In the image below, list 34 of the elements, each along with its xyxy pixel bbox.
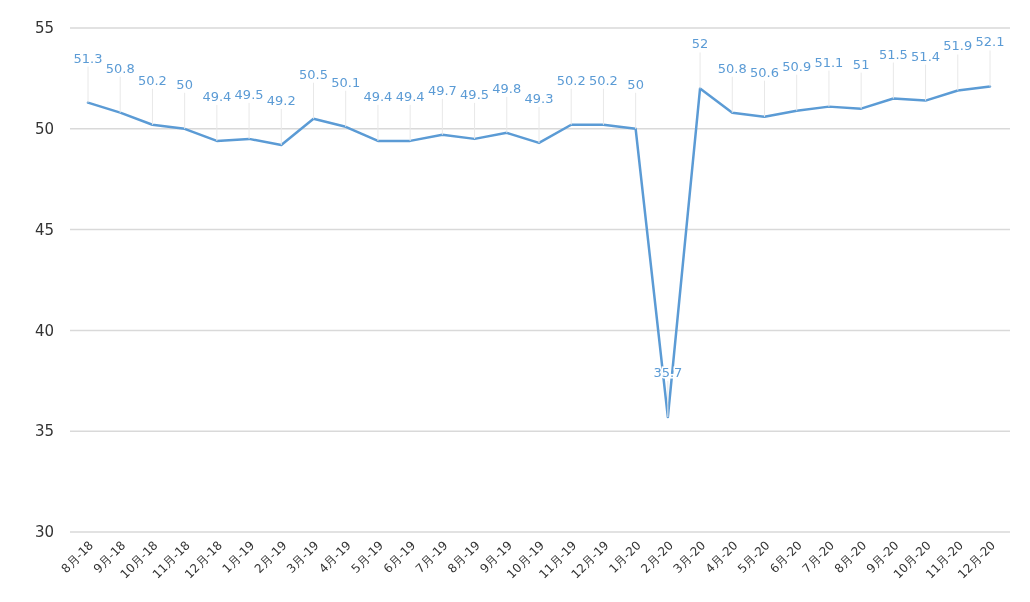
y-tick-label: 50 [34,120,54,139]
y-tick-label: 40 [34,321,54,340]
data-label: 50.5 [299,66,328,82]
data-label: 50.2 [137,72,167,88]
data-label: 49.4 [202,88,232,104]
data-label: 50 [627,76,644,92]
data-label: 51.1 [814,54,844,70]
data-label: 52.1 [975,34,1005,50]
data-label: 51.5 [878,46,908,62]
data-label: 51.4 [911,48,941,64]
y-tick-label: 45 [34,220,54,239]
data-label: 50.8 [105,60,135,76]
data-label: 52 [691,36,709,52]
data-label: 50.1 [331,74,361,90]
data-label: 49.7 [427,82,457,98]
data-label: 49.8 [492,80,522,96]
data-label: 50.2 [556,72,586,88]
data-label: 50.2 [588,72,618,88]
y-tick-label: 35 [34,422,54,441]
data-label: 50.6 [750,64,779,80]
data-label: 50.8 [717,60,747,76]
data-label: 49.2 [266,92,296,108]
data-label: 51 [852,56,870,72]
data-label: 50 [176,76,193,92]
data-label: 51.3 [73,50,103,66]
y-tick-label: 55 [34,19,54,38]
data-label: 49.5 [460,86,490,102]
data-label: 49.4 [363,88,393,104]
data-label: 49.3 [524,90,554,106]
data-label: 49.5 [234,86,264,102]
data-label: 50.9 [782,58,812,74]
data-label: 49.4 [395,88,425,104]
y-tick-label: 30 [34,523,54,542]
data-label: 51.9 [943,38,973,54]
